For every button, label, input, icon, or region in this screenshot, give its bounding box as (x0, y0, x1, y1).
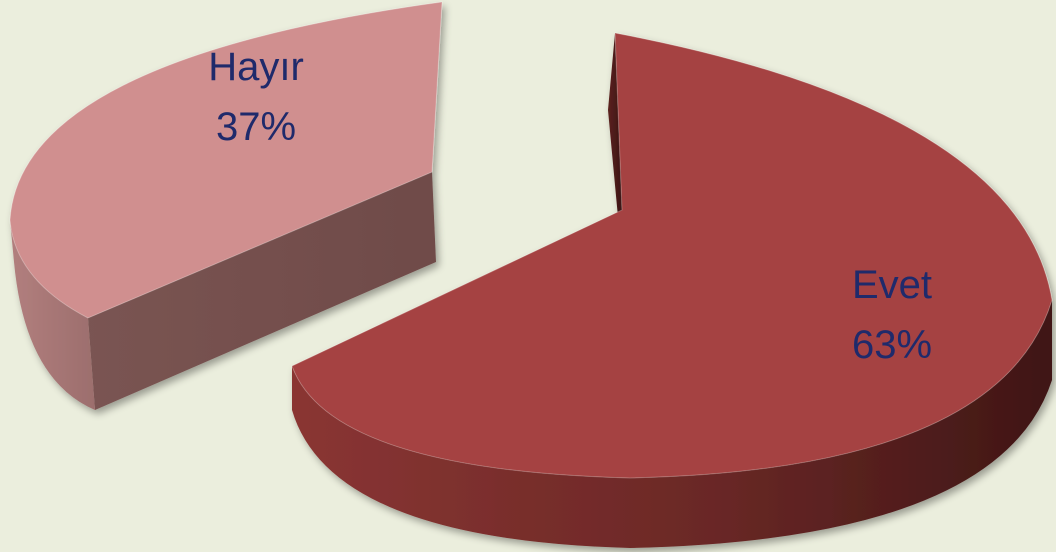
slice-evet-side-face (292, 300, 1052, 548)
slice-evet-name-label: Evet (852, 263, 932, 307)
labels-layer: Evet 63% Hayır 37% (208, 45, 932, 367)
slice-evet-percent-label: 63% (852, 323, 932, 367)
slice-hayir-side-face (10, 220, 95, 410)
slice-hayir-top-face (9, 1, 443, 319)
slice-evet-top-face (291, 32, 1053, 479)
slices-layer (9, 1, 1053, 548)
slice-evet (291, 32, 1053, 548)
slice-evet-inner-face (608, 33, 622, 260)
slice-hayir-percent-label: 37% (216, 105, 296, 149)
slice-hayir-name-label: Hayır (208, 45, 304, 89)
slice-hayir (9, 1, 443, 410)
slice-hayir-inner-face (88, 172, 436, 410)
